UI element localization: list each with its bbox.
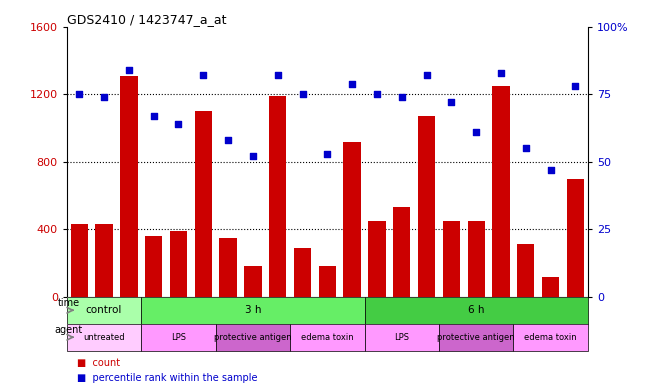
Bar xyxy=(566,179,584,297)
Bar xyxy=(141,324,216,351)
Point xyxy=(173,121,184,127)
Point xyxy=(124,67,134,73)
Point xyxy=(496,70,506,76)
Point xyxy=(198,73,208,79)
Text: 6 h: 6 h xyxy=(468,305,484,315)
Bar xyxy=(542,276,559,297)
Bar xyxy=(216,324,290,351)
Text: untreated: untreated xyxy=(84,333,125,342)
Point xyxy=(570,83,580,89)
Bar xyxy=(170,231,187,297)
Text: control: control xyxy=(86,305,122,315)
Bar xyxy=(145,236,162,297)
Point xyxy=(273,73,283,79)
Bar xyxy=(418,116,436,297)
Text: ■  count: ■ count xyxy=(77,358,120,368)
Bar xyxy=(319,266,336,297)
Point xyxy=(422,73,432,79)
Bar xyxy=(71,224,88,297)
Bar xyxy=(365,324,439,351)
Point xyxy=(148,113,159,119)
Bar xyxy=(443,221,460,297)
Bar xyxy=(269,96,287,297)
Bar xyxy=(67,297,141,324)
Bar xyxy=(343,142,361,297)
Text: LPS: LPS xyxy=(171,333,186,342)
Bar xyxy=(120,76,138,297)
Bar xyxy=(290,324,365,351)
Point xyxy=(396,94,407,100)
Bar xyxy=(244,266,262,297)
Bar xyxy=(219,238,236,297)
Text: edema toxin: edema toxin xyxy=(301,333,353,342)
Text: protective antigen: protective antigen xyxy=(438,333,515,342)
Point xyxy=(248,153,259,159)
Bar xyxy=(439,324,514,351)
Bar xyxy=(492,86,510,297)
Text: agent: agent xyxy=(55,326,83,336)
Point xyxy=(99,94,110,100)
Bar xyxy=(294,248,311,297)
Bar xyxy=(365,297,588,324)
Bar xyxy=(194,111,212,297)
Point xyxy=(545,167,556,173)
Bar xyxy=(393,207,410,297)
Point xyxy=(347,81,357,87)
Bar xyxy=(517,245,534,297)
Text: protective antigen: protective antigen xyxy=(214,333,292,342)
Bar xyxy=(141,297,365,324)
Text: 3 h: 3 h xyxy=(244,305,261,315)
Text: GDS2410 / 1423747_a_at: GDS2410 / 1423747_a_at xyxy=(67,13,226,26)
Point xyxy=(74,91,85,98)
Bar xyxy=(514,324,588,351)
Point xyxy=(297,91,308,98)
Bar xyxy=(96,224,113,297)
Point xyxy=(222,137,233,143)
Point xyxy=(471,129,482,135)
Text: time: time xyxy=(57,298,80,308)
Text: edema toxin: edema toxin xyxy=(524,333,577,342)
Text: LPS: LPS xyxy=(394,333,409,342)
Bar xyxy=(67,324,141,351)
Point xyxy=(520,145,531,151)
Bar xyxy=(368,221,385,297)
Bar xyxy=(468,221,485,297)
Text: ■  percentile rank within the sample: ■ percentile rank within the sample xyxy=(77,373,258,383)
Point xyxy=(446,99,457,106)
Point xyxy=(371,91,382,98)
Point xyxy=(322,151,333,157)
